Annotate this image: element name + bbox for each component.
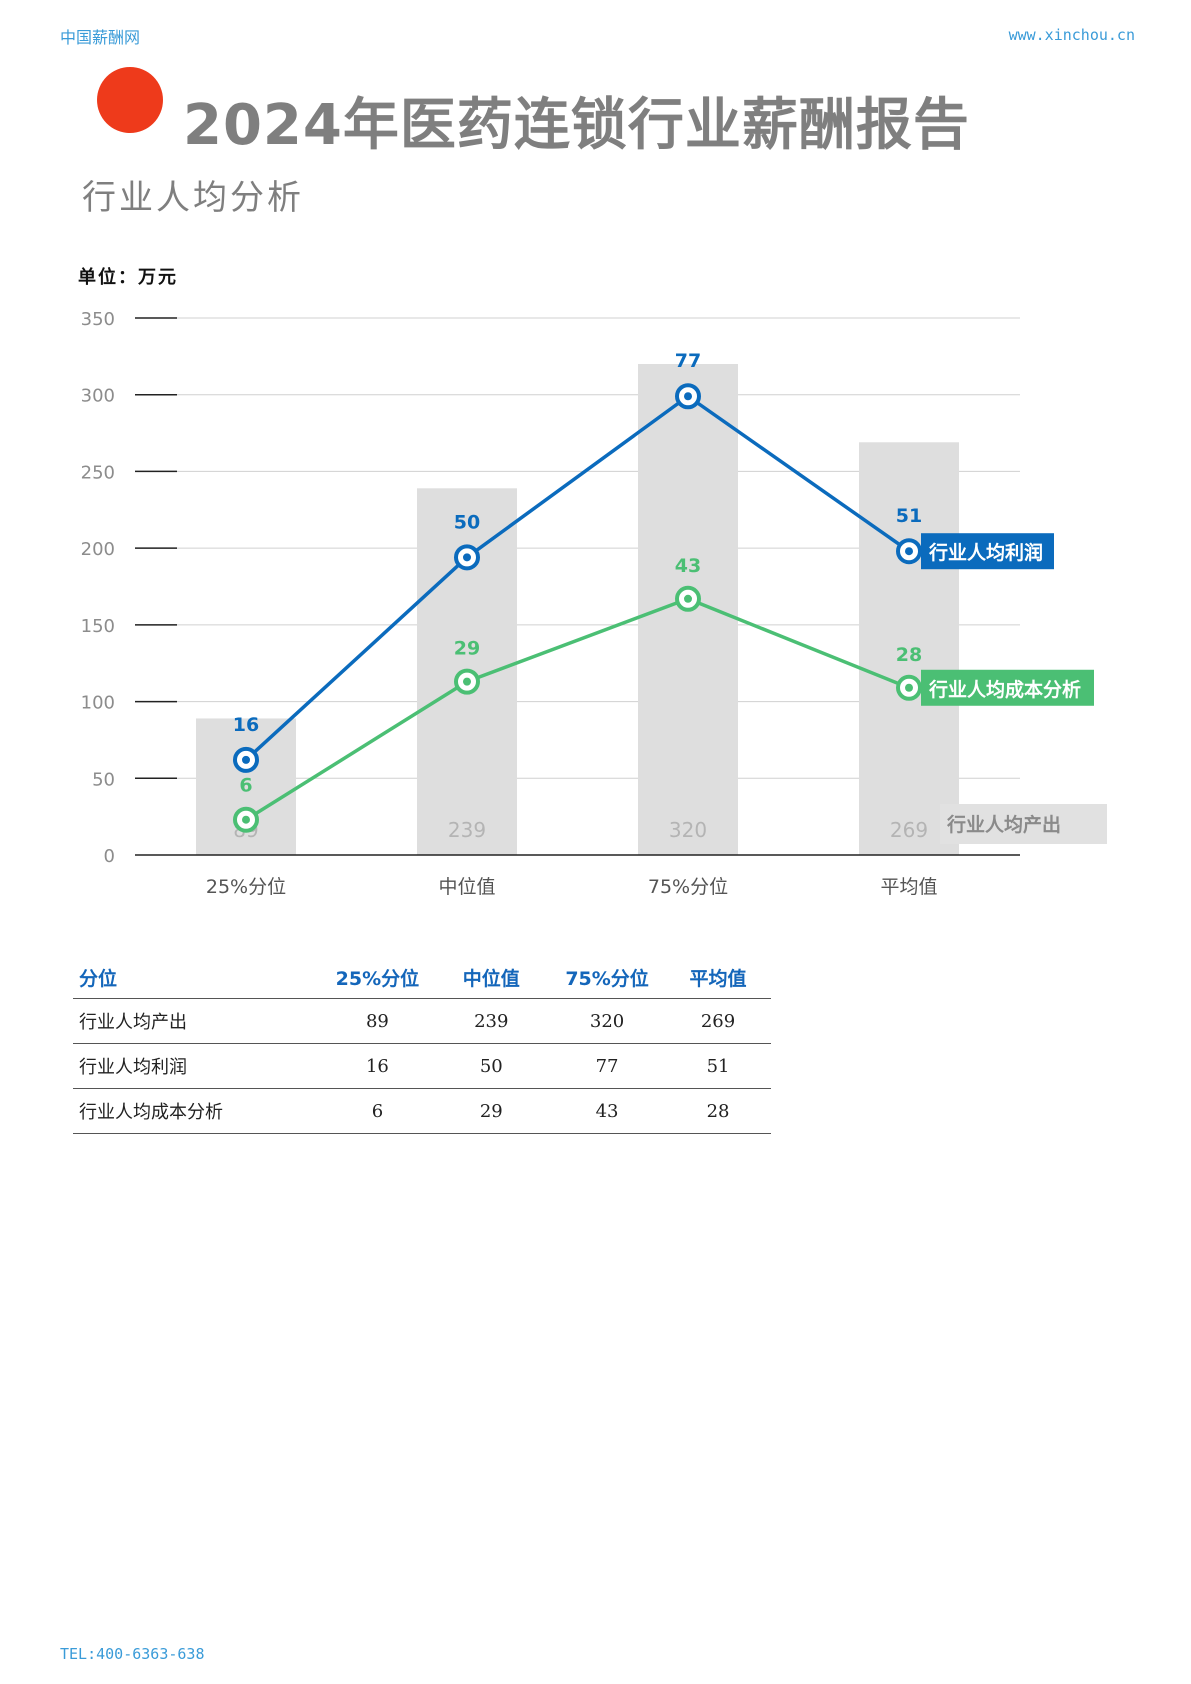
table-header-row: 分位 25%分位 中位值 75%分位 平均值 bbox=[73, 956, 771, 999]
profit-legend-box bbox=[921, 533, 1054, 570]
table-cell: 29 bbox=[433, 1088, 550, 1134]
table-header-cell: 25%分位 bbox=[321, 956, 434, 999]
y-tick-label: 100 bbox=[81, 693, 115, 714]
bar-value-label: 239 bbox=[448, 818, 486, 842]
cost-line bbox=[245, 597, 910, 822]
y-tick-label: 300 bbox=[81, 386, 115, 407]
legend-output-box bbox=[940, 804, 1107, 844]
table-cell: 239 bbox=[433, 998, 550, 1044]
bar-value-label: 269 bbox=[890, 818, 928, 842]
x-tick-label: 中位值 bbox=[438, 876, 495, 898]
title-dot-icon bbox=[97, 67, 163, 133]
profit-point-center bbox=[242, 755, 250, 764]
data-table: 分位 25%分位 中位值 75%分位 平均值 行业人均产出 89 239 320… bbox=[73, 956, 771, 1134]
cost-point-center bbox=[684, 594, 692, 603]
cost-point-center bbox=[242, 815, 250, 824]
table-header-cell: 分位 bbox=[73, 956, 322, 999]
profit-point-center bbox=[463, 553, 471, 562]
combo-chart: 05010015020025030035089239320269行业人均产出25… bbox=[81, 309, 1107, 898]
footer-phone: TEL:400-6363-638 bbox=[60, 1645, 205, 1663]
section-title: 行业人均分析 bbox=[82, 178, 304, 218]
cost-legend-box bbox=[921, 669, 1094, 706]
table-cell: 行业人均成本分析 bbox=[73, 1088, 322, 1134]
brand-name: 中国薪酬网 bbox=[60, 28, 141, 47]
profit-legend-label: 行业人均利润 bbox=[928, 541, 1043, 564]
table-cell: 89 bbox=[321, 998, 434, 1044]
table-header-cell: 75%分位 bbox=[549, 956, 666, 999]
table-row: 行业人均产出 89 239 320 269 bbox=[73, 998, 771, 1044]
bar-value-label: 320 bbox=[669, 818, 707, 842]
report-title: 2024年医药连锁行业薪酬报告 bbox=[183, 93, 970, 158]
table-cell: 269 bbox=[665, 998, 771, 1044]
table-cell: 51 bbox=[665, 1043, 771, 1089]
y-tick-label: 150 bbox=[81, 616, 115, 637]
table-cell: 50 bbox=[433, 1043, 550, 1089]
y-tick-label: 50 bbox=[92, 769, 115, 790]
cost-point-center bbox=[463, 677, 471, 686]
cost-value-label: 6 bbox=[239, 775, 252, 797]
profit-value-label: 16 bbox=[233, 714, 259, 736]
profit-point-center bbox=[684, 392, 692, 401]
profit-point-center bbox=[905, 547, 913, 556]
profit-value-label: 50 bbox=[454, 511, 480, 533]
table-cell: 320 bbox=[549, 998, 666, 1044]
cost-legend-label: 行业人均成本分析 bbox=[928, 678, 1081, 701]
y-tick-label: 200 bbox=[81, 539, 115, 560]
table-cell: 行业人均利润 bbox=[73, 1043, 322, 1089]
profit-value-label: 77 bbox=[675, 350, 701, 372]
cost-point-center bbox=[905, 683, 913, 692]
unit-label: 单位：万元 bbox=[78, 267, 178, 288]
x-tick-label: 平均值 bbox=[880, 876, 937, 898]
cost-value-label: 28 bbox=[896, 644, 922, 666]
y-tick-label: 350 bbox=[81, 309, 115, 330]
table-cell: 28 bbox=[665, 1088, 771, 1134]
table-cell: 77 bbox=[549, 1043, 666, 1089]
table-row: 行业人均成本分析 6 29 43 28 bbox=[73, 1088, 771, 1134]
y-tick-label: 250 bbox=[81, 462, 115, 483]
table-cell: 行业人均产出 bbox=[73, 998, 322, 1044]
table-row: 行业人均利润 16 50 77 51 bbox=[73, 1043, 771, 1089]
bar-output bbox=[859, 442, 959, 855]
y-tick-label: 0 bbox=[104, 846, 115, 867]
website-url[interactable]: www.xinchou.cn bbox=[1008, 26, 1135, 44]
x-tick-label: 75%分位 bbox=[648, 876, 728, 898]
cost-value-label: 43 bbox=[675, 555, 701, 577]
profit-value-label: 51 bbox=[896, 505, 922, 527]
cost-value-label: 29 bbox=[454, 638, 480, 660]
table-header-cell: 平均值 bbox=[665, 956, 771, 999]
table-cell: 6 bbox=[321, 1088, 434, 1134]
legend-output-label: 行业人均产出 bbox=[946, 813, 1061, 836]
profit-line bbox=[244, 394, 911, 762]
table-header-cell: 中位值 bbox=[433, 956, 550, 999]
table-cell: 43 bbox=[549, 1088, 666, 1134]
x-tick-label: 25%分位 bbox=[206, 876, 286, 898]
table-cell: 16 bbox=[321, 1043, 434, 1089]
